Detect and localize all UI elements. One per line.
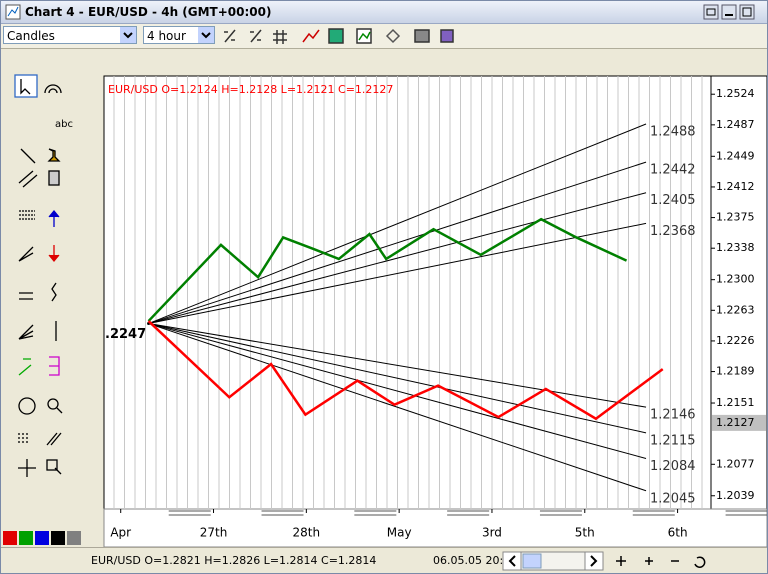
status-bar: EUR/USD O=1.2821 H=1.2826 L=1.2814 C=1.2… xyxy=(1,547,767,573)
fan-level-label: 1.2146 xyxy=(650,408,696,423)
y-tick-label: 1.2375 xyxy=(716,211,755,224)
chart-style: Candles xyxy=(7,29,55,43)
x-tick-label: 5th xyxy=(575,526,595,540)
y-tick-label: 1.2039 xyxy=(716,489,755,502)
x-tick-label: 27th xyxy=(200,526,228,540)
fan-line xyxy=(148,192,647,325)
navigation-icons[interactable] xyxy=(616,556,706,568)
price-line xyxy=(147,217,628,322)
fan-line xyxy=(148,323,647,492)
window-title: Chart 4 - EUR/USD - 4h (GMT+00:00) xyxy=(25,5,272,19)
scrollbar[interactable] xyxy=(502,551,604,571)
tool-palette[interactable] xyxy=(14,74,63,477)
timeframe-select[interactable]: 4 hour xyxy=(143,26,215,44)
title-bar: Chart 4 - EUR/USD - 4h (GMT+00:00) xyxy=(1,1,767,24)
y-tick-label: 1.2412 xyxy=(716,180,755,193)
text-tool[interactable]: abc xyxy=(55,119,73,130)
y-tick-label: 1.2338 xyxy=(716,241,755,254)
fan-level-label: 1.2368 xyxy=(650,224,696,239)
price-line xyxy=(147,320,664,421)
fan-level-label: 1.2045 xyxy=(650,491,696,506)
chart-area: abc EUR/USD O=1.2124 H=1.2128 L=1.2121 C… xyxy=(1,49,767,547)
dropdown-button xyxy=(198,27,214,43)
y-tick-label: 1.2077 xyxy=(716,457,755,470)
toolbar-icons[interactable] xyxy=(219,24,549,48)
y-tick-label: 1.2487 xyxy=(716,118,755,131)
fan-level-label: 1.2488 xyxy=(650,125,696,140)
fan-level-label: 1.2084 xyxy=(650,459,696,474)
last-price-label: 1.2127 xyxy=(716,416,755,429)
y-tick-label: 1.2189 xyxy=(716,365,755,378)
status-quote: EUR/USD O=1.2821 H=1.2826 L=1.2814 C=1.2… xyxy=(91,554,376,567)
last-price-box xyxy=(712,414,766,431)
x-tick-label: Apr xyxy=(110,526,131,540)
fan-line xyxy=(148,161,647,325)
fan-level-label: 1.2405 xyxy=(650,193,696,208)
color-swatches[interactable] xyxy=(3,531,81,545)
y-tick-label: 1.2263 xyxy=(716,303,755,316)
toolbar: Candles 4 hour xyxy=(1,24,767,49)
y-tick-label: 1.2151 xyxy=(716,396,755,409)
fan-line xyxy=(148,323,647,408)
timeframe: 4 hour xyxy=(147,29,186,43)
fan-level-label: 1.2115 xyxy=(650,433,696,448)
y-tick-label: 1.2449 xyxy=(716,149,755,162)
x-tick-label: 3rd xyxy=(482,526,502,540)
y-tick-label: 1.2524 xyxy=(716,87,755,100)
status-content: EUR/USD O=1.2821 H=1.2826 L=1.2814 C=1.2… xyxy=(91,551,706,571)
window-buttons[interactable] xyxy=(703,4,763,20)
price-axis xyxy=(710,75,767,510)
chart-header: EUR/USD O=1.2124 H=1.2128 L=1.2121 C=1.2… xyxy=(108,83,393,96)
fan-line xyxy=(148,323,647,459)
fan-line xyxy=(148,222,647,325)
x-tick-label: 6th xyxy=(668,526,688,540)
fan-level-label: 1.2442 xyxy=(650,163,696,178)
y-tick-label: 1.2300 xyxy=(716,273,755,286)
x-tick-label: May xyxy=(387,526,412,540)
status-time: 06.05.05 20:0( xyxy=(433,554,514,567)
dropdown-button xyxy=(120,27,136,43)
chart-style-select[interactable]: Candles xyxy=(3,26,137,44)
fan-origin-label: .2247 xyxy=(105,327,146,342)
y-tick-label: 1.2226 xyxy=(716,334,755,347)
fan-line xyxy=(148,123,647,325)
window-icon xyxy=(5,4,21,20)
fan-line xyxy=(148,323,647,434)
x-tick-label: 28th xyxy=(293,526,321,540)
